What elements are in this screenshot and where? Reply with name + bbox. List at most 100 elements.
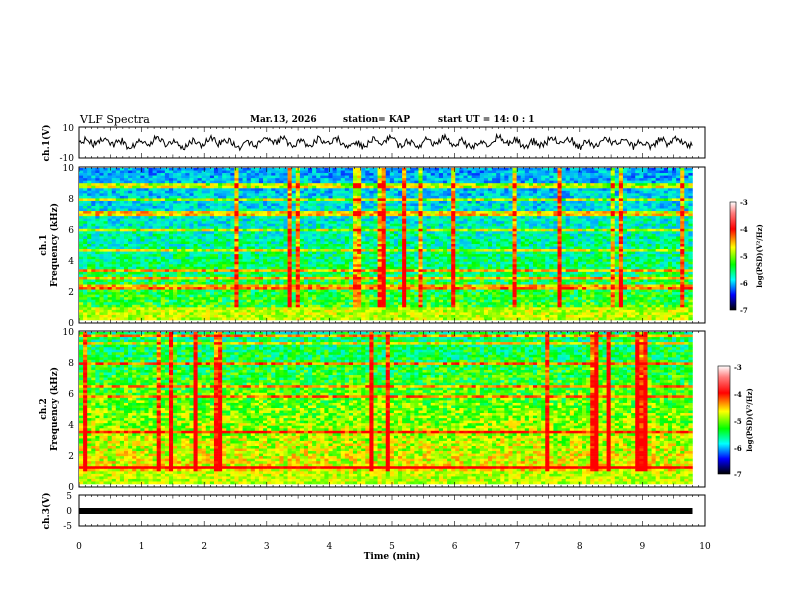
spectrogram-cell xyxy=(108,226,112,229)
spectrogram-cell xyxy=(239,226,243,229)
spectrogram-cell xyxy=(594,203,598,206)
spectrogram-cell xyxy=(664,239,668,242)
spectrogram-cell xyxy=(292,247,296,250)
spectrogram-cell xyxy=(185,236,189,239)
spectrogram-cell xyxy=(259,211,263,214)
spectrogram-cell xyxy=(574,203,578,206)
spectrogram-cell xyxy=(455,171,459,174)
spectrogram-cell xyxy=(243,186,247,189)
spectrogram-cell xyxy=(275,196,279,199)
spectrogram-cell xyxy=(664,214,668,217)
spectrogram-cell xyxy=(263,188,267,191)
spectrogram-cell xyxy=(271,186,275,189)
spectrogram-cell xyxy=(185,249,189,252)
spectrogram-cell xyxy=(451,181,455,184)
spectrogram-cell xyxy=(525,201,529,204)
spectrogram-cell xyxy=(153,216,157,219)
spectrogram-cell xyxy=(463,226,467,229)
spectrogram-cell xyxy=(369,209,373,212)
spectrogram-cell xyxy=(398,201,402,204)
spectrogram-cell xyxy=(492,171,496,174)
spectrogram-cell xyxy=(251,171,255,174)
spectrogram-cell xyxy=(202,173,206,176)
spectrogram-cell xyxy=(386,209,390,212)
spectrogram-cell xyxy=(333,226,337,229)
spectrogram-cell xyxy=(292,239,296,242)
spectrogram-cell xyxy=(594,181,598,184)
spectrogram-cell xyxy=(656,203,660,206)
spectrogram-cell xyxy=(91,176,95,179)
spectrogram-cell xyxy=(480,203,484,206)
spectrogram-cell xyxy=(508,168,512,171)
spectrogram-cell xyxy=(185,186,189,189)
spectrogram-cell xyxy=(427,198,431,201)
spectrogram-cell xyxy=(149,241,153,244)
spectrogram-cell xyxy=(647,206,651,209)
spectrogram-cell xyxy=(263,198,267,201)
spectrogram-cell xyxy=(308,173,312,176)
spectrogram-cell xyxy=(181,224,185,227)
spectrogram-cell xyxy=(161,231,165,234)
spectrogram-cell xyxy=(451,231,455,234)
spectrogram-cell xyxy=(545,181,549,184)
spectrogram-cell xyxy=(259,216,263,219)
spectrogram-cell xyxy=(558,203,562,206)
spectrogram-cell xyxy=(414,239,418,242)
spectrogram-cell xyxy=(488,219,492,222)
spectrogram-cell xyxy=(570,241,574,244)
spectrogram-cell xyxy=(656,229,660,232)
spectrogram-cell xyxy=(104,196,108,199)
spectrogram-cell xyxy=(463,188,467,191)
spectrogram-cell xyxy=(165,203,169,206)
spectrogram-cell xyxy=(320,214,324,217)
spectrogram-cell xyxy=(570,211,574,214)
spectrogram-cell xyxy=(545,229,549,232)
spectrogram-cell xyxy=(247,168,251,171)
spectrogram-cell xyxy=(488,226,492,229)
spectrogram-cell xyxy=(484,188,488,191)
spectrogram-cell xyxy=(553,191,557,194)
spectrogram-cell xyxy=(615,226,619,229)
spectrogram-cell xyxy=(590,198,594,201)
spectrogram-cell xyxy=(496,224,500,227)
spectrogram-cell xyxy=(582,216,586,219)
spectrogram-cell xyxy=(337,219,341,222)
spectrogram-cell xyxy=(447,198,451,201)
spectrogram-cell xyxy=(443,221,447,224)
spectrogram-cell xyxy=(324,216,328,219)
spectrogram-cell xyxy=(447,221,451,224)
spectrogram-cell xyxy=(112,236,116,239)
spectrogram-cell xyxy=(652,219,656,222)
spectrogram-cell xyxy=(594,196,598,199)
spectrogram-cell xyxy=(574,168,578,171)
spectrogram-cell xyxy=(341,201,345,204)
spectrogram-cell xyxy=(369,244,373,247)
spectrogram-cell xyxy=(484,231,488,234)
spectrogram-cell xyxy=(128,188,132,191)
spectrogram-cell xyxy=(582,247,586,250)
spectrogram-cell xyxy=(472,234,476,237)
spectrogram-cell xyxy=(95,214,99,217)
spectrogram-cell xyxy=(431,236,435,239)
spectrogram-cell xyxy=(304,239,308,242)
spectrogram-cell xyxy=(124,209,128,212)
spectrogram-cell xyxy=(83,244,87,247)
spectrogram-cell xyxy=(607,224,611,227)
spectrogram-cell xyxy=(447,236,451,239)
spectrogram-cell xyxy=(140,209,144,212)
spectrogram-cell xyxy=(292,176,296,179)
spectrogram-cell xyxy=(202,239,206,242)
spectrogram-cell xyxy=(365,198,369,201)
spectrogram-cell xyxy=(578,224,582,227)
spectrogram-cell xyxy=(443,214,447,217)
spectrogram-cell xyxy=(169,186,173,189)
spectrogram-cell xyxy=(488,214,492,217)
spectrogram-cell xyxy=(660,196,664,199)
spectrogram-cell xyxy=(222,211,226,214)
spectrogram-cell xyxy=(586,214,590,217)
spectrogram-cell xyxy=(410,203,414,206)
spectrogram-cell xyxy=(218,173,222,176)
spectrogram-cell xyxy=(382,186,386,189)
spectrogram-cell xyxy=(185,171,189,174)
spectrogram-cell xyxy=(623,193,627,196)
